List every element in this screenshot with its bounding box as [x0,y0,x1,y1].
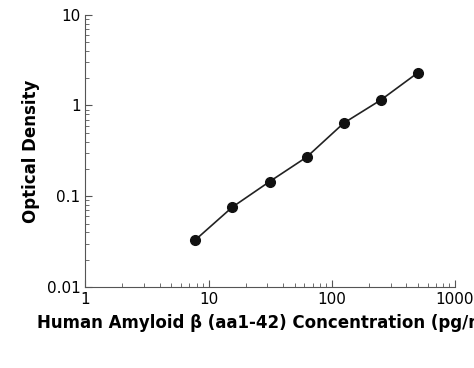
Y-axis label: Optical Density: Optical Density [22,79,40,223]
X-axis label: Human Amyloid β (aa1-42) Concentration (pg/mL): Human Amyloid β (aa1-42) Concentration (… [37,314,474,332]
